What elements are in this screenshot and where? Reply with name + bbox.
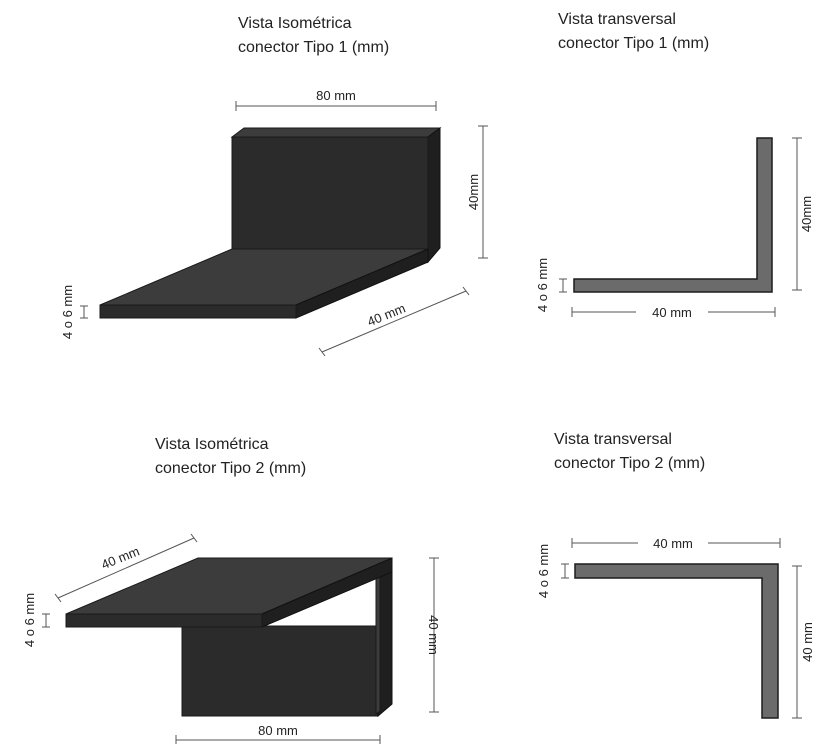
type2-horizontal-plate-front	[65, 613, 263, 628]
type2-vertical-plate-front	[181, 625, 379, 717]
type2-l-profile-section	[574, 563, 779, 719]
type2-section-height-label: 40 mm	[800, 622, 815, 662]
type2-iso-title-line1: Vista Isométrica	[155, 436, 269, 453]
type2-iso-width-label: 80 mm	[258, 723, 298, 738]
type1-iso-height-label: 40mm	[466, 174, 481, 210]
type1-section-height-dimension: 40mm	[792, 137, 814, 291]
type1-isometric-view: Vista Isométrica conector Tipo 1 (mm) 80…	[60, 15, 488, 357]
type2-section-title-line1: Vista transversal	[554, 431, 672, 448]
type2-section-title-line2: conector Tipo 2 (mm)	[554, 455, 705, 472]
type1-section-view: Vista transversal conector Tipo 1 (mm) 4…	[535, 11, 814, 320]
type1-vertical-plate-top	[230, 127, 442, 138]
type1-section-title-line1: Vista transversal	[558, 11, 676, 28]
type1-section-thickness-label: 4 o 6 mm	[535, 258, 550, 312]
type1-section-width-label: 40 mm	[652, 305, 692, 320]
type2-iso-depth-label: 40 mm	[99, 543, 141, 572]
type2-iso-height-dimension: 40 mm	[426, 557, 441, 713]
type1-iso-width-label: 80 mm	[316, 88, 356, 103]
type1-l-profile-section	[573, 137, 773, 293]
type2-section-width-dimension: 40 mm	[571, 536, 781, 551]
type1-section-height-label: 40mm	[799, 196, 814, 232]
type2-section-height-dimension: 40 mm	[792, 565, 815, 719]
type1-iso-height-dimension: 40mm	[466, 125, 488, 259]
type2-inner-edge	[375, 571, 381, 715]
type1-horizontal-plate-front	[99, 304, 297, 319]
type2-section-thickness-dimension: 4 o 6 mm	[536, 544, 569, 598]
type1-section-thickness-dimension: 4 o 6 mm	[535, 258, 567, 312]
type1-iso-title-line2: conector Tipo 1 (mm)	[238, 39, 389, 56]
type2-isometric-view: Vista Isométrica conector Tipo 2 (mm) 40…	[22, 436, 441, 744]
type2-iso-width-dimension: 80 mm	[175, 723, 381, 744]
type1-section-title-line2: conector Tipo 1 (mm)	[558, 35, 709, 52]
type1-iso-thickness-dimension: 4 o 6 mm	[60, 285, 88, 339]
type1-section-width-dimension: 40 mm	[571, 305, 776, 320]
type2-section-thickness-label: 4 o 6 mm	[536, 544, 551, 598]
type1-iso-width-dimension: 80 mm	[235, 88, 437, 111]
type2-iso-height-label: 40 mm	[426, 615, 441, 655]
type2-iso-thickness-dimension: 4 o 6 mm	[22, 593, 50, 647]
type1-iso-thickness-label: 4 o 6 mm	[60, 285, 75, 339]
type2-iso-thickness-label: 4 o 6 mm	[22, 593, 37, 647]
type1-vertical-plate-side	[427, 127, 441, 264]
type2-iso-title-line2: conector Tipo 2 (mm)	[155, 460, 306, 477]
type2-section-width-label: 40 mm	[653, 536, 693, 551]
type1-iso-title-line1: Vista Isométrica	[238, 15, 352, 32]
type2-section-view: Vista transversal conector Tipo 2 (mm) 4…	[536, 431, 815, 719]
type1-vertical-plate-front	[231, 136, 429, 250]
